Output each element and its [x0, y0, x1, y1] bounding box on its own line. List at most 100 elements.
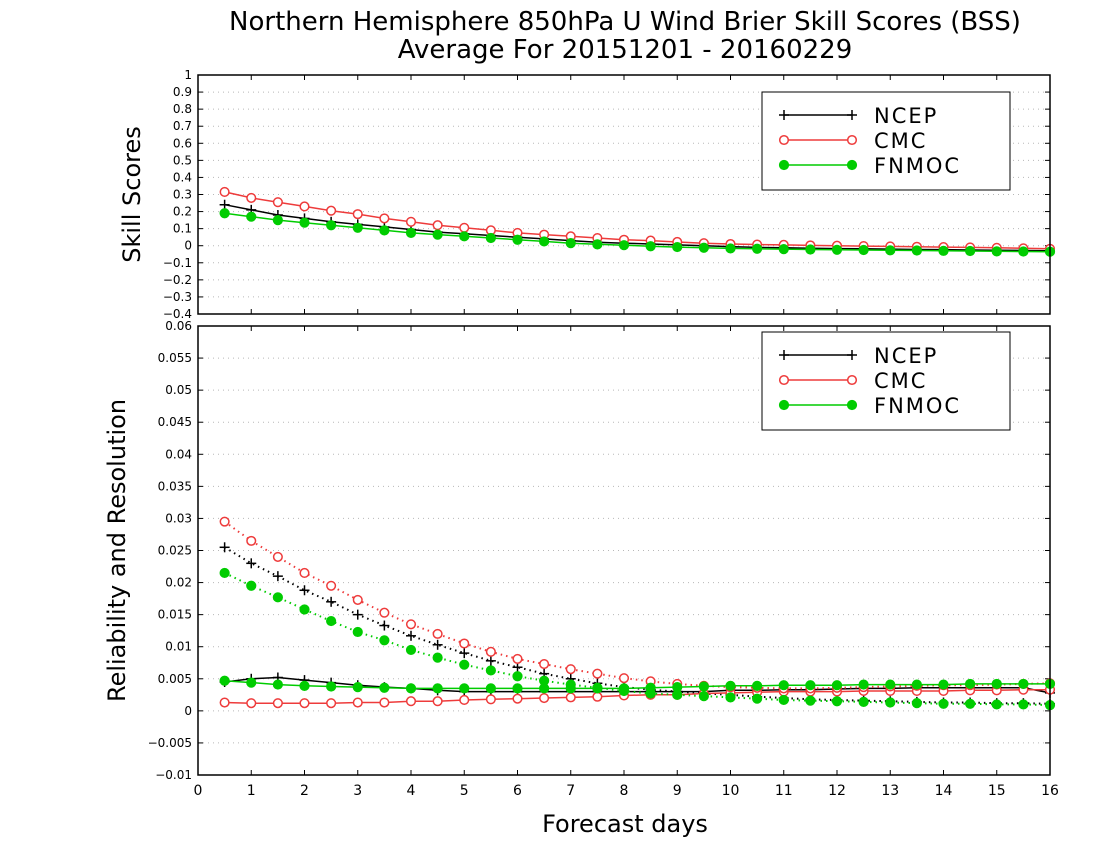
- y-tick-label: −0.3: [163, 290, 192, 304]
- x-tick-label: 2: [300, 783, 309, 799]
- data-point: [858, 679, 869, 690]
- data-point: [272, 698, 283, 709]
- data-point: [991, 678, 1002, 690]
- data-point: [485, 665, 496, 676]
- data-point: [725, 692, 736, 703]
- data-point: [752, 680, 763, 691]
- data-point: [405, 216, 417, 227]
- data-point: [698, 691, 709, 702]
- data-point: [725, 243, 736, 254]
- data-point: [512, 683, 523, 694]
- data-point: [885, 697, 896, 708]
- legend-entry-ncep: NCEP: [779, 104, 936, 128]
- x-tick-label: 1: [247, 783, 256, 799]
- y-tick-label: 0.3: [173, 188, 192, 202]
- data-point: [459, 659, 470, 670]
- x-tick-label: 15: [988, 783, 1006, 799]
- data-point: [219, 208, 230, 219]
- data-point: [459, 231, 470, 242]
- data-point: [246, 535, 257, 546]
- reliability-resolution-panel: −0.01 −0.005 0 0.005 0.01 0.015 0.02 0.025 0.03 0…: [103, 319, 1059, 799]
- data-point: [592, 691, 603, 702]
- data-point: [911, 679, 922, 690]
- data-point: [938, 679, 949, 690]
- data-point: [299, 698, 310, 709]
- data-point: [991, 246, 1002, 257]
- series-fnmoc-dotted: [219, 567, 1056, 711]
- data-point: [405, 644, 417, 656]
- data-point: [326, 205, 337, 216]
- legend-label: CMC: [874, 369, 927, 393]
- legend-label: CMC: [874, 129, 927, 153]
- y-tick-label: 0.04: [165, 447, 192, 461]
- data-point: [379, 697, 390, 708]
- data-point: [219, 542, 230, 553]
- data-point: [432, 652, 443, 663]
- data-point: [592, 682, 603, 693]
- y-axis: −0.01 −0.005 0 0.005 0.01 0.015 0.02 0.025 0.03 0…: [148, 319, 1050, 782]
- data-point: [432, 696, 443, 707]
- data-point: [752, 693, 763, 704]
- data-point: [379, 620, 390, 631]
- data-point: [272, 197, 283, 208]
- data-point: [299, 567, 310, 579]
- x-tick-label: 0: [194, 783, 203, 799]
- data-point: [299, 604, 310, 615]
- data-point: [831, 680, 843, 691]
- data-point: [299, 201, 310, 212]
- data-point: [352, 222, 363, 233]
- plot-frame: [197, 74, 1051, 315]
- y-tick-label: −0.005: [148, 736, 192, 750]
- data-point: [326, 681, 337, 692]
- x-tick-label: 3: [353, 783, 362, 799]
- data-point: [219, 199, 230, 210]
- data-point: [965, 698, 976, 709]
- legend-box: [761, 331, 1011, 431]
- plot-frame: [197, 325, 1051, 776]
- data-point: [778, 244, 789, 255]
- data-point: [459, 648, 470, 659]
- series-line: [224, 191, 1051, 250]
- x-tick-label: 9: [673, 783, 682, 799]
- data-point: [246, 192, 257, 203]
- plot-area: [219, 516, 1056, 711]
- data-point: [246, 677, 257, 688]
- x-tick-label: 16: [1041, 783, 1059, 799]
- legend-marker: [778, 399, 790, 411]
- data-point: [672, 241, 683, 253]
- x-tick-label: 14: [935, 783, 953, 799]
- data-point: [1018, 246, 1029, 257]
- data-point: [565, 679, 576, 690]
- data-point: [379, 635, 390, 646]
- data-point: [512, 693, 523, 704]
- data-point: [725, 680, 736, 691]
- y-tick-label: −0.01: [155, 768, 192, 782]
- data-point: [219, 697, 230, 708]
- y-tick-label: 0.6: [173, 136, 192, 150]
- data-point: [326, 596, 337, 607]
- data-point: [432, 639, 443, 650]
- data-point: [219, 675, 230, 686]
- data-point: [246, 211, 257, 222]
- y-tick-label: 0.025: [158, 544, 192, 558]
- legend-label: FNMOC: [874, 394, 961, 418]
- x-tick-label: 11: [775, 783, 793, 799]
- legend-marker: [847, 110, 857, 120]
- data-point: [885, 679, 896, 690]
- data-point: [405, 683, 417, 694]
- data-point: [831, 244, 843, 255]
- plot-area: [219, 186, 1056, 257]
- data-point: [219, 567, 230, 579]
- data-point: [272, 679, 283, 690]
- data-point: [326, 698, 337, 709]
- legend-entry-cmc: CMC: [778, 369, 927, 393]
- data-point: [352, 209, 363, 220]
- x-tick-label: 12: [828, 783, 846, 799]
- data-point: [858, 244, 869, 256]
- y-tick-label: 0.005: [158, 672, 192, 686]
- data-point: [938, 245, 949, 256]
- series-fnmoc-solid: [219, 208, 1056, 257]
- data-point: [432, 220, 443, 231]
- data-point: [858, 696, 869, 707]
